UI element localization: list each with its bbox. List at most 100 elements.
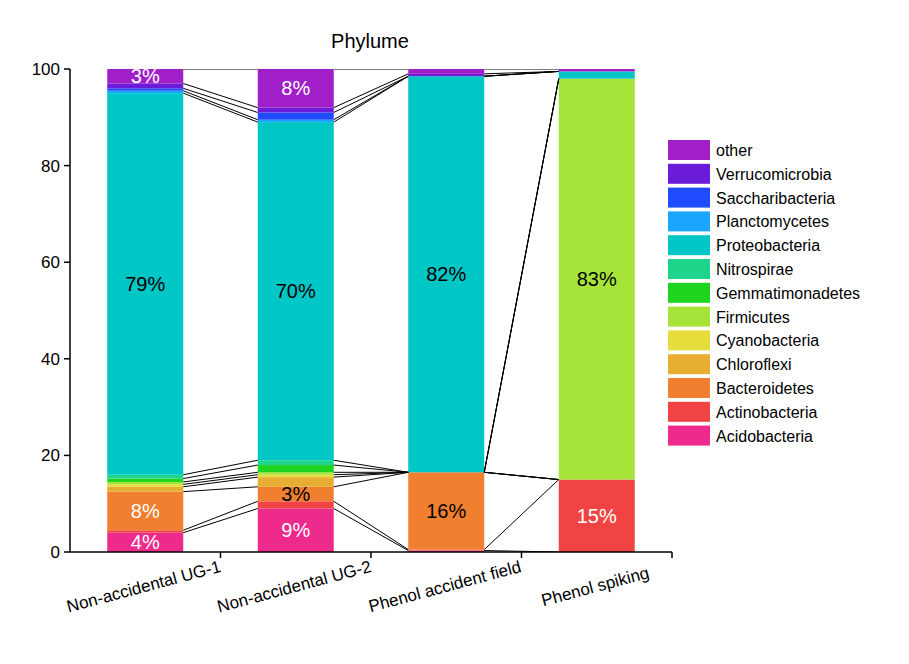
legend-label: Acidobacteria — [716, 428, 813, 445]
legend-swatch — [668, 140, 710, 160]
legend-swatch — [668, 378, 710, 398]
legend-label: other — [716, 142, 753, 159]
connector — [334, 472, 409, 474]
legend: otherVerrucomicrobiaSaccharibacteriaPlan… — [668, 140, 860, 446]
bar-segment — [258, 509, 334, 552]
connector — [484, 480, 559, 550]
data-label: 15% — [577, 505, 617, 527]
connector — [183, 477, 258, 487]
data-label: 83% — [577, 268, 617, 290]
legend-label: Cyanobacteria — [716, 332, 819, 349]
bar-segment — [107, 93, 183, 475]
connector — [484, 79, 559, 473]
legend-swatch — [668, 283, 710, 303]
data-label: 82% — [426, 263, 466, 285]
x-band-tick — [220, 552, 222, 558]
connector — [484, 79, 559, 473]
x-tick-label: Phenol spiking — [539, 563, 651, 610]
legend-label: Chloroflexi — [716, 356, 792, 373]
legend-label: Planctomycetes — [716, 213, 829, 230]
x-band-tick — [370, 552, 372, 558]
connector — [484, 71, 559, 76]
legend-label: Gemmatimonadetes — [716, 285, 860, 302]
legend-label: Actinobacteria — [716, 404, 817, 421]
x-tick-label: Non-accidental UG-1 — [65, 557, 223, 616]
legend-swatch — [668, 307, 710, 327]
connector — [183, 460, 258, 474]
x-tick-label: Phenol accident field — [367, 557, 523, 616]
data-label: 4% — [131, 531, 160, 553]
y-tick — [64, 165, 70, 167]
y-tick-label: 80 — [41, 157, 60, 176]
legend-swatch — [668, 402, 710, 422]
connector — [334, 76, 409, 122]
legend-swatch — [668, 426, 710, 446]
connector — [334, 74, 409, 108]
legend-swatch — [668, 188, 710, 208]
bar-segment — [559, 71, 635, 78]
y-tick — [64, 261, 70, 263]
y-tick-label: 20 — [41, 446, 60, 465]
connector — [484, 472, 559, 479]
bar-segment — [408, 74, 484, 76]
bar-segment — [107, 487, 183, 492]
bar-segment — [408, 472, 484, 549]
connector — [334, 472, 409, 486]
bar-segment — [107, 492, 183, 531]
connector — [334, 69, 409, 70]
data-label: 8% — [281, 77, 310, 99]
x-tick-label: Non-accidental UG-2 — [215, 557, 373, 616]
connector — [484, 71, 559, 76]
title: Phylume — [331, 30, 409, 52]
y-tick-label: 100 — [32, 60, 60, 79]
connector — [183, 472, 258, 482]
bar-segment — [107, 484, 183, 486]
bar-segment — [559, 79, 635, 480]
bar-segment — [258, 472, 334, 474]
connector — [183, 93, 258, 122]
connector — [484, 472, 559, 479]
y-tick — [64, 358, 70, 360]
legend-label: Saccharibacteria — [716, 190, 835, 207]
bar-segment — [258, 120, 334, 122]
connector — [334, 472, 409, 473]
connector — [484, 472, 559, 479]
bar-segment — [107, 91, 183, 93]
bar-segment — [559, 69, 635, 71]
legend-label: Firmicutes — [716, 309, 790, 326]
connector — [334, 472, 409, 477]
bar-segment — [408, 76, 484, 472]
connector — [484, 71, 559, 73]
connector — [183, 509, 258, 533]
x-band-tick — [521, 552, 523, 558]
y-tick — [64, 551, 70, 553]
y-tick — [64, 68, 70, 70]
plot-area — [107, 69, 635, 552]
data-label: 9% — [281, 519, 310, 541]
connector — [334, 76, 409, 119]
y-tick-label: 0 — [51, 543, 60, 562]
legend-swatch — [668, 164, 710, 184]
legend-swatch — [668, 354, 710, 374]
connector — [183, 88, 258, 112]
y-tick — [64, 455, 70, 457]
legend-swatch — [668, 211, 710, 231]
bar-segment — [107, 479, 183, 482]
bar-segment — [107, 475, 183, 479]
bar-segment — [258, 465, 334, 472]
bar-segment — [258, 108, 334, 113]
bar-segment — [408, 69, 484, 74]
bar-segment — [559, 480, 635, 552]
connector — [334, 501, 409, 549]
data-label: 3% — [281, 483, 310, 505]
connector — [183, 69, 258, 70]
x-band-tick — [671, 552, 673, 558]
y-tick-label: 40 — [41, 350, 60, 369]
y-tick-label: 60 — [41, 253, 60, 272]
bar-segment — [258, 460, 334, 465]
connector — [183, 501, 258, 530]
bar-segment — [107, 482, 183, 484]
connector — [484, 71, 559, 76]
bar-segment — [258, 112, 334, 119]
data-label: 3% — [131, 65, 160, 87]
